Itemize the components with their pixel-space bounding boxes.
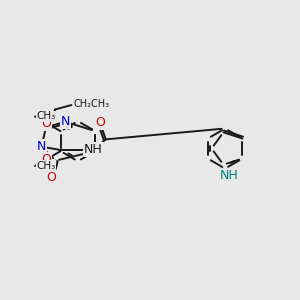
Text: NH: NH (84, 143, 103, 156)
Text: CH₃: CH₃ (37, 161, 56, 171)
Text: NH: NH (219, 169, 238, 182)
Text: CH₃: CH₃ (37, 111, 56, 122)
Text: CH₂CH₃: CH₂CH₃ (74, 99, 110, 109)
Text: O: O (95, 116, 105, 129)
Text: O: O (42, 153, 51, 166)
Text: O: O (42, 117, 51, 130)
Text: O: O (46, 171, 56, 184)
Text: N: N (61, 115, 70, 128)
Text: N: N (37, 140, 46, 153)
